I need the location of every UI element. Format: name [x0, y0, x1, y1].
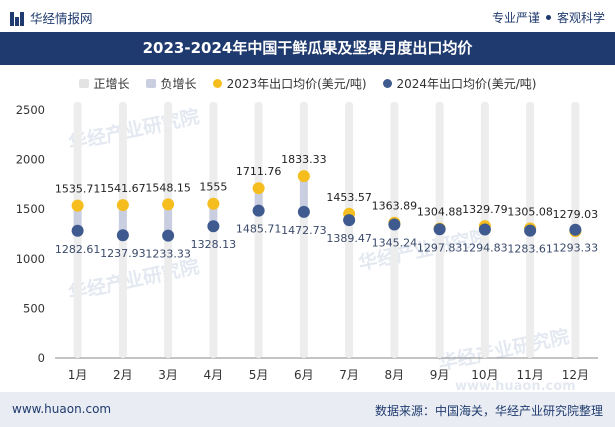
- point-2024: [524, 224, 537, 237]
- x-tick-label: 10月: [471, 368, 498, 382]
- point-2024: [297, 205, 310, 218]
- site-name: 华经情报网: [30, 11, 93, 26]
- data-label-2023: 1453.57: [326, 191, 372, 204]
- x-tick-label: 2月: [113, 368, 133, 382]
- data-label-2023: 1304.88: [417, 206, 463, 219]
- data-label-2024: 1345.24: [372, 237, 418, 250]
- x-tick-label: 4月: [204, 368, 224, 382]
- legend-label-negative: 负增长: [160, 76, 197, 91]
- x-tick-label: 6月: [294, 368, 314, 382]
- watermark-text: 华经产业研究院: [66, 105, 201, 155]
- data-label-2023: 1535.71: [55, 183, 101, 196]
- data-label-2023: 1305.08: [507, 206, 553, 219]
- footer-bar: www.huaon.com 数据来源：中国海关，华经产业研究院整理: [0, 392, 615, 427]
- point-2024: [569, 223, 582, 236]
- watermark-url: www.huaon.com: [455, 379, 576, 394]
- legend-label-positive: 正增长: [93, 76, 130, 91]
- data-label-2024: 1237.93: [100, 247, 146, 260]
- data-label-2023: 1711.76: [236, 165, 282, 178]
- watermark-text: 华经产业研究院: [66, 255, 201, 305]
- chart-title: 2023-2024年中国干鲜瓜果及坚果月度出口均价: [0, 32, 615, 65]
- column-background-bar: [254, 102, 263, 358]
- point-2024: [162, 229, 175, 242]
- data-label-2024: 1328.13: [191, 238, 237, 251]
- change-bar: [73, 205, 82, 231]
- point-2024: [343, 214, 356, 227]
- chart-legend: 正增长 负增长 2023年出口均价(美元/吨) 2024年出口均价(美元/吨): [0, 72, 615, 94]
- point-2024: [207, 220, 220, 233]
- change-bar: [118, 205, 127, 236]
- tagline-objective: 客观科学: [556, 11, 605, 25]
- x-tick-label: 3月: [158, 368, 178, 382]
- footer-website[interactable]: www.huaon.com: [12, 402, 112, 416]
- column-background-bar: [299, 102, 308, 358]
- column-background-bar: [345, 102, 354, 358]
- data-label-2024: 1294.83: [462, 242, 508, 255]
- legend-label-2023: 2023年出口均价(美元/吨): [226, 76, 367, 91]
- legend-label-2024: 2024年出口均价(美元/吨): [396, 76, 537, 91]
- data-label-2024: 1283.61: [507, 243, 553, 256]
- y-tick-label: 0: [38, 351, 45, 365]
- legend-negative-swatch: [145, 78, 156, 88]
- x-tick-label: 11月: [516, 368, 543, 382]
- point-2024: [478, 223, 491, 236]
- y-tick-label: 1000: [16, 252, 45, 266]
- legend-item-positive: 正增长: [78, 72, 130, 94]
- point-2024: [433, 223, 446, 236]
- legend-item-2024: 2024年出口均价(美元/吨): [382, 72, 537, 94]
- point-2024: [116, 229, 129, 242]
- logo-bars-icon: [10, 10, 24, 26]
- data-label-2023: 1541.67: [100, 182, 146, 195]
- footer-source: 数据来源：中国海关，华经产业研究院整理: [374, 404, 603, 418]
- header-tagline: 专业严谨 客观科学: [492, 9, 605, 26]
- data-label-2024: 1282.61: [55, 243, 101, 256]
- legend-2023-marker: [212, 78, 222, 88]
- data-label-2024: 1472.73: [281, 224, 327, 237]
- data-label-2023: 1555: [199, 181, 227, 194]
- y-tick-label: 500: [23, 301, 45, 315]
- y-tick-label: 2000: [16, 153, 45, 167]
- point-2023: [297, 170, 310, 183]
- point-2023: [162, 198, 175, 211]
- x-tick-label: 7月: [339, 368, 359, 382]
- legend-item-negative: 负增长: [145, 72, 197, 94]
- x-tick-label: 1月: [68, 368, 88, 382]
- x-tick-label: 5月: [249, 368, 269, 382]
- data-label-2024: 1233.33: [145, 248, 191, 261]
- point-2024: [71, 224, 84, 237]
- legend-positive-swatch: [78, 78, 89, 88]
- top-bar: 华经情报网 专业严谨 客观科学: [0, 0, 615, 32]
- data-label-2024: 1293.33: [553, 242, 599, 255]
- x-tick-label: 12月: [562, 368, 589, 382]
- point-2024: [388, 218, 401, 231]
- data-label-2023: 1279.03: [553, 208, 599, 221]
- y-tick-label: 2500: [16, 103, 45, 117]
- data-label-2023: 1548.15: [145, 181, 191, 194]
- point-2023: [71, 199, 84, 212]
- x-tick-label: 8月: [385, 368, 405, 382]
- watermark-text: 华经产业研究院: [436, 325, 571, 375]
- x-tick-label: 9月: [430, 368, 450, 382]
- point-2023: [252, 182, 265, 195]
- separator-dot-icon: [545, 15, 551, 20]
- data-label-2023: 1833.33: [281, 153, 327, 166]
- change-bar: [299, 176, 308, 212]
- legend-2024-marker: [382, 78, 392, 88]
- site-logo[interactable]: 华经情报网: [10, 8, 93, 27]
- data-label-2024: 1389.47: [326, 232, 372, 245]
- change-bar: [164, 204, 173, 236]
- point-2024: [252, 204, 265, 217]
- point-2023: [207, 197, 220, 210]
- data-label-2024: 1297.83: [417, 241, 463, 254]
- y-tick-label: 1500: [16, 202, 45, 216]
- data-label-2023: 1363.89: [372, 200, 418, 213]
- data-label-2024: 1485.71: [236, 223, 282, 236]
- data-label-2023: 1329.79: [462, 203, 508, 216]
- tagline-professional: 专业严谨: [491, 11, 540, 25]
- legend-item-2023: 2023年出口均价(美元/吨): [212, 72, 367, 94]
- point-2023: [116, 199, 129, 212]
